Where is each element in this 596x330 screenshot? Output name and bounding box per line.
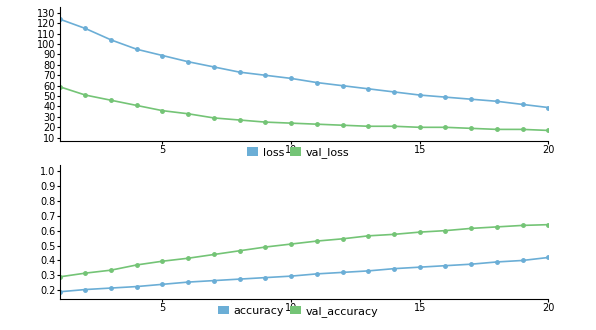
Legend: loss, val_loss: loss, val_loss [243,143,353,163]
Legend: accuracy, val_accuracy: accuracy, val_accuracy [213,301,383,321]
